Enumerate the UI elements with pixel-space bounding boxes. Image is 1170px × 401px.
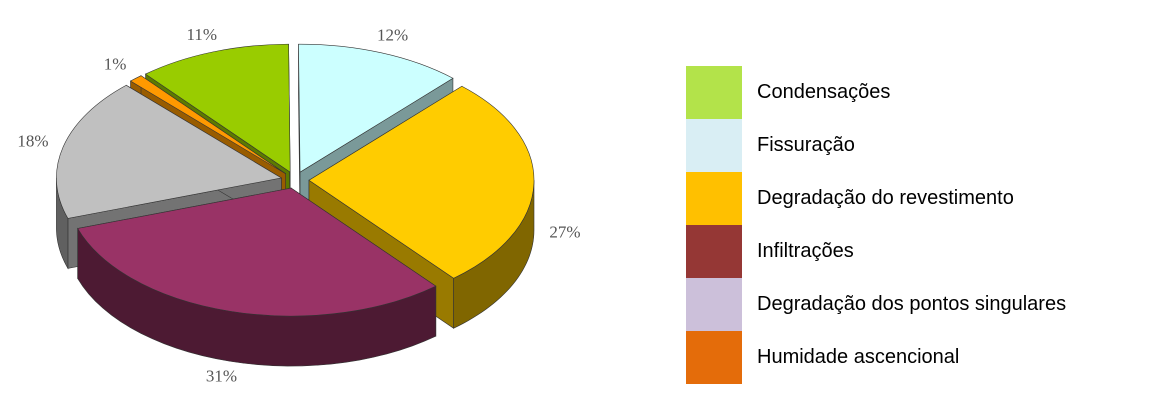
data-label: 12%: [377, 26, 408, 45]
slice: [56, 84, 283, 219]
data-label: 1%: [104, 54, 127, 73]
legend-label: Humidade ascencional: [757, 346, 959, 368]
legend-swatch: [686, 225, 742, 278]
legend-swatch: [686, 66, 742, 119]
legend-label: Infiltrações: [757, 240, 854, 262]
slice: [308, 85, 535, 279]
slice: [298, 43, 454, 173]
legend-swatch: [686, 119, 742, 172]
slice: [129, 75, 286, 174]
legend-label: Degradação dos pontos singulares: [757, 293, 1066, 315]
data-label: 31%: [206, 367, 237, 386]
slice: [77, 187, 437, 317]
legend-swatch: [686, 331, 742, 384]
legend-label: Degradação do revestimento: [757, 187, 1014, 209]
legend-swatch: [686, 278, 742, 331]
data-label: 18%: [17, 132, 48, 151]
legend-label: Fissuração: [757, 134, 855, 156]
legend-swatch: [686, 172, 742, 225]
legend-label: Condensações: [757, 81, 890, 103]
data-label: 27%: [549, 223, 580, 242]
data-label: 11%: [187, 25, 218, 44]
slice: [144, 43, 291, 173]
